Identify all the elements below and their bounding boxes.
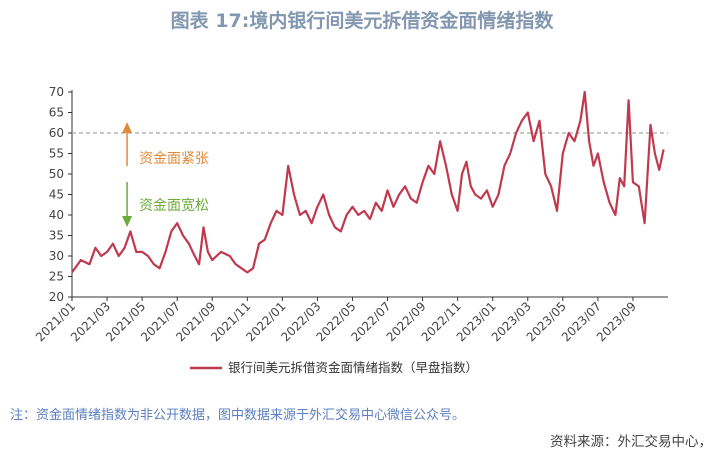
y-tick-label: 30 [49,249,64,263]
chart-title: 图表 17:境内银行间美元拆借资金面情绪指数 [170,10,554,32]
loose-arrow-head [122,216,133,227]
source-text: 资料来源：外汇交易中心， [550,434,712,450]
loose-annotation-label: 资金面宽松 [139,197,209,214]
y-tick-label: 65 [49,106,64,120]
y-tick-label: 40 [49,208,64,222]
chart-svg: 20253035404550556065702021/012021/032021… [33,85,668,375]
y-tick-label: 55 [49,147,64,161]
series-group [71,90,665,274]
legend-label: 银行间美元拆借资金面情绪指数（早盘指数） [228,360,478,375]
y-tick-label: 35 [49,229,64,243]
legend: 银行间美元拆借资金面情绪指数（早盘指数） [190,360,478,375]
y-tick-label: 70 [49,85,64,99]
footnote: 注：资金面情绪指数为非公开数据，图中数据来源于外汇交易中心微信公众号。 [10,408,466,423]
y-tick-label: 50 [49,167,64,181]
y-tick-label: 60 [49,126,64,140]
tight-arrow-head [122,122,133,133]
y-tick-label: 45 [49,188,64,202]
y-tick-label: 25 [49,270,64,284]
chart-axes: 20253035404550556065702021/012021/032021… [33,85,668,344]
tight-annotation-label: 资金面紧张 [139,151,209,167]
y-tick-label: 20 [49,290,64,304]
series-line [71,90,665,274]
